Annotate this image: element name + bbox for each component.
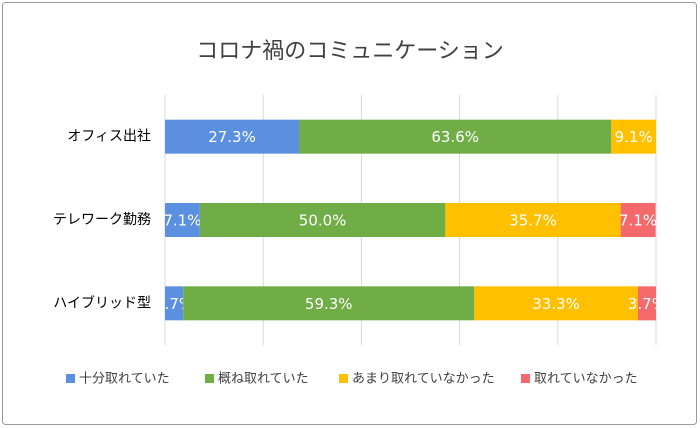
bar-segment bbox=[165, 203, 200, 237]
data-label: 33.3% bbox=[532, 295, 580, 313]
data-label: 59.3% bbox=[305, 295, 353, 313]
bar-segment bbox=[637, 286, 656, 321]
legend-label: 概ね取れていた bbox=[218, 372, 309, 387]
data-label: 27.3% bbox=[208, 128, 256, 146]
bar-segment bbox=[299, 119, 612, 154]
chart-title: コロナ禍のコミュニケーション bbox=[196, 39, 504, 64]
legend-swatch bbox=[521, 374, 530, 383]
data-label: 63.6% bbox=[431, 128, 479, 146]
data-label: 7.1% bbox=[163, 212, 201, 230]
data-label: 50.0% bbox=[299, 212, 347, 230]
y-tick-label: ハイブリッド型 bbox=[53, 294, 151, 311]
bar-segment bbox=[620, 203, 656, 237]
legend-label: 取れていなかった bbox=[534, 372, 638, 387]
bar-segment bbox=[445, 203, 621, 237]
legend-label: あまり取れていなかった bbox=[352, 372, 495, 387]
y-tick-label: テレワーク勤務 bbox=[53, 212, 151, 228]
bar-segment bbox=[165, 286, 184, 321]
legend-swatch bbox=[339, 374, 348, 383]
y-tick-label: オフィス出社 bbox=[67, 129, 151, 145]
legend-label: 十分取れていた bbox=[79, 372, 170, 387]
data-label: 3.7% bbox=[628, 295, 666, 313]
bar-segment bbox=[165, 119, 300, 154]
data-label: 9.1% bbox=[615, 128, 653, 146]
bar-segment bbox=[199, 203, 446, 237]
legend-swatch bbox=[205, 374, 214, 383]
data-label: 35.7% bbox=[509, 212, 557, 230]
data-label: 7.1% bbox=[619, 212, 657, 230]
bar-segment bbox=[183, 286, 475, 321]
legend-swatch bbox=[66, 374, 75, 383]
bar-segment bbox=[611, 119, 656, 154]
bar-segment bbox=[474, 286, 638, 321]
